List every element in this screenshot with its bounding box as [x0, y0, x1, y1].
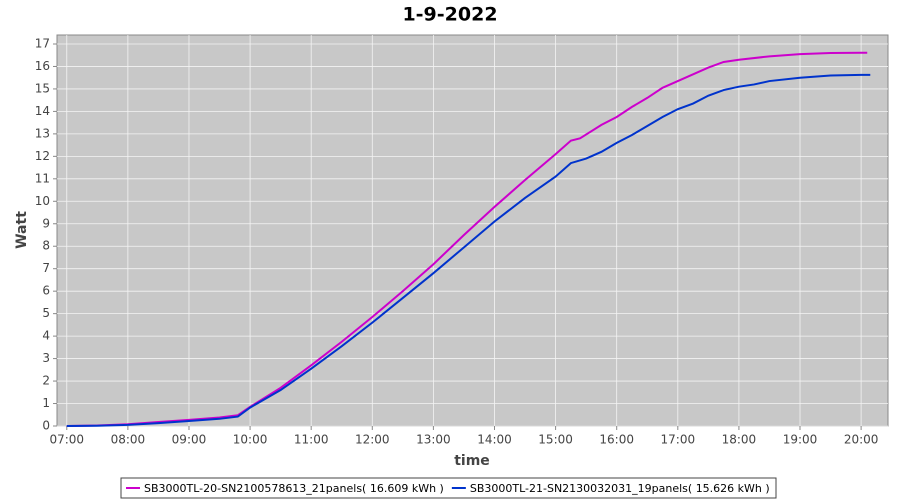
y-tick-label: 6	[42, 284, 50, 298]
y-tick-label: 17	[35, 36, 50, 50]
y-tick-label: 7	[42, 261, 50, 275]
x-tick-label: 13:00	[416, 433, 451, 447]
y-tick-label: 11	[35, 171, 50, 185]
y-tick-label: 16	[35, 59, 50, 73]
x-tick-label: 12:00	[355, 433, 390, 447]
x-tick-label: 19:00	[783, 433, 818, 447]
y-tick-label: 1	[42, 396, 50, 410]
y-tick-label: 15	[35, 81, 50, 95]
x-tick-label: 11:00	[294, 433, 329, 447]
x-tick-label: 07:00	[49, 433, 84, 447]
x-tick-label: 10:00	[233, 433, 268, 447]
x-tick-label: 09:00	[172, 433, 207, 447]
y-tick-label: 0	[42, 419, 50, 433]
legend	[120, 477, 777, 499]
chart-title: 1-9-2022	[402, 4, 497, 26]
y-tick-label: 4	[42, 329, 50, 343]
x-tick-label: 17:00	[661, 433, 696, 447]
x-tick-label: 15:00	[538, 433, 573, 447]
y-tick-label: 5	[42, 306, 50, 320]
legend-label: SB3000TL-21-SN2130032031_19panels( 15.62…	[470, 482, 770, 495]
y-tick-label: 14	[35, 104, 50, 118]
x-tick-label: 08:00	[111, 433, 146, 447]
legend-label: SB3000TL-20-SN2100578613_21panels( 16.60…	[144, 482, 444, 495]
x-tick-label: 16:00	[599, 433, 634, 447]
data-line	[66, 73, 871, 427]
data-line	[66, 51, 868, 427]
x-tick-label: 18:00	[722, 433, 757, 447]
y-tick-label: 3	[42, 351, 50, 365]
x-tick-label: 14:00	[477, 433, 512, 447]
y-tick-label: 10	[35, 194, 50, 208]
plot-area	[56, 34, 889, 427]
y-tick-label: 13	[35, 126, 50, 140]
y-tick-label: 2	[42, 374, 50, 388]
y-axis-label: Watt	[14, 211, 30, 249]
x-axis-label: time	[454, 453, 490, 469]
y-tick-label: 8	[42, 239, 50, 253]
x-tick-label: 20:00	[844, 433, 879, 447]
y-tick-label: 12	[35, 149, 50, 163]
y-tick-label: 9	[42, 216, 50, 230]
